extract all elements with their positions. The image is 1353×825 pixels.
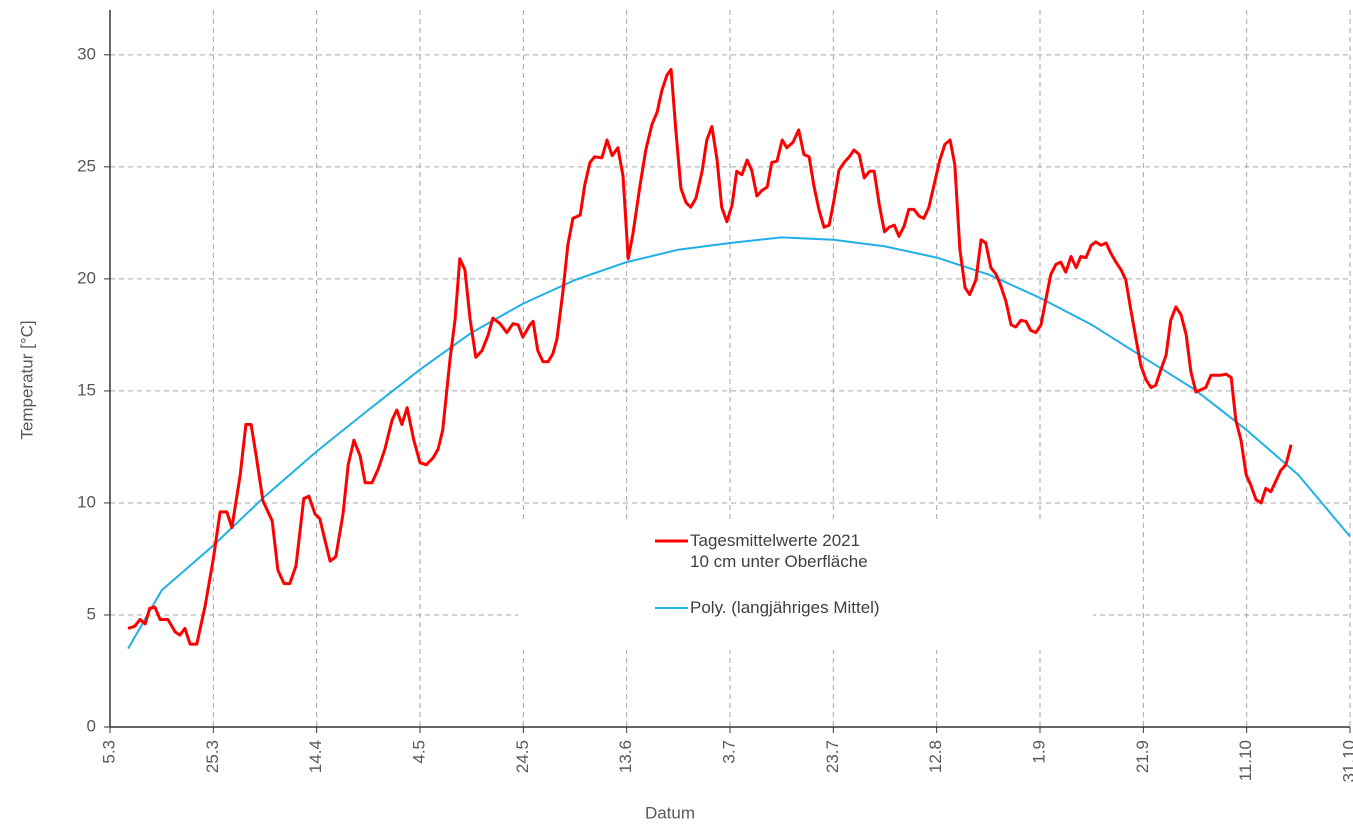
x-tick-label: 13.6	[616, 740, 635, 773]
y-tick-label: 15	[77, 380, 96, 399]
x-axis-title: Datum	[645, 803, 695, 822]
legend-box	[518, 522, 1093, 650]
y-tick-label: 30	[77, 44, 96, 63]
x-tick-label: 11.10	[1236, 740, 1255, 781]
x-tick-label: 14.4	[306, 740, 325, 773]
legend-label: Tagesmittelwerte 2021 10 cm unter Oberfl…	[690, 531, 868, 571]
x-tick-label: 3.7	[719, 740, 738, 764]
y-tick-label: 25	[77, 156, 96, 175]
x-tick-label: 25.3	[203, 740, 222, 773]
y-tick-label: 20	[77, 268, 96, 287]
legend-label: Poly. (langjähriges Mittel)	[690, 598, 880, 617]
line-series	[127, 67, 1293, 646]
x-tick-label: 24.5	[513, 740, 532, 773]
line-series	[127, 236, 1351, 650]
y-tick-label: 5	[87, 604, 96, 623]
x-tick-label: 1.9	[1029, 740, 1048, 764]
x-tick-label: 5.3	[99, 740, 118, 764]
x-tick-label: 23.7	[823, 740, 842, 773]
y-axis-title: Temperatur [°C]	[17, 320, 36, 439]
x-tick-label: 12.8	[926, 740, 945, 773]
y-tick-label: 0	[87, 716, 96, 735]
x-tick-label: 31.10	[1339, 740, 1353, 783]
y-tick-label: 10	[77, 492, 96, 511]
x-tick-label: 21.9	[1133, 740, 1152, 773]
x-tick-label: 4.5	[409, 740, 428, 764]
